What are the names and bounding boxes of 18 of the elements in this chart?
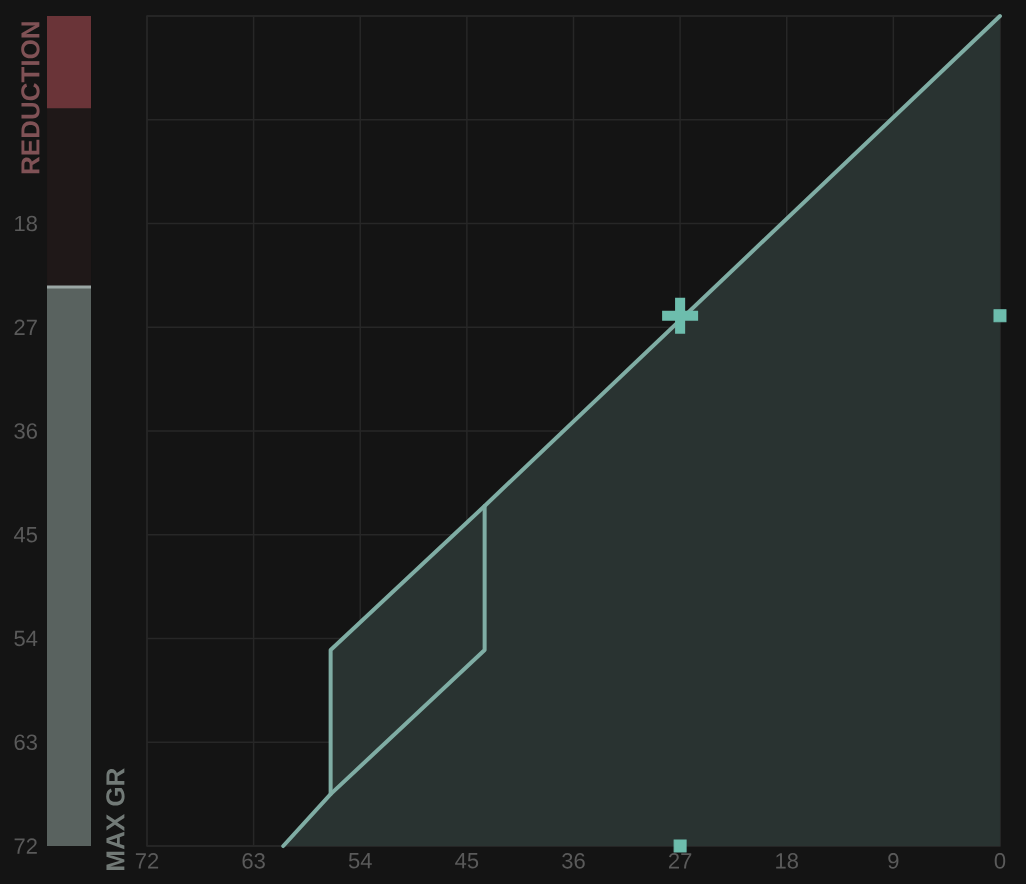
y-tick-label: 54	[14, 630, 38, 647]
x-tick-label: 0	[994, 853, 1006, 869]
y-tick-label: 63	[14, 734, 37, 751]
text: REDUCTION	[21, 22, 40, 174]
x-tick-label: 45	[455, 853, 479, 869]
x-tick-label: 63	[242, 853, 265, 869]
y-tick-label: 27	[14, 319, 37, 335]
x-tick-label: 18	[776, 853, 798, 869]
y-tick-label: 18	[15, 215, 37, 232]
y-tick-label: 36	[14, 423, 37, 439]
y-tick-label: 72	[14, 838, 37, 854]
x-tick-label: 72	[135, 853, 159, 869]
x-tick-label: 9	[888, 853, 899, 869]
y-tick-label: 45	[13, 527, 37, 543]
band-label: MAX GR	[106, 768, 125, 870]
x-tick-label: 36	[562, 853, 585, 869]
x-tick-label: 27	[668, 853, 692, 869]
x-tick-label: 54	[348, 853, 372, 869]
